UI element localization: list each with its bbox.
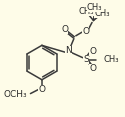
- Text: O: O: [89, 47, 96, 56]
- Text: CH₃: CH₃: [94, 9, 110, 18]
- Text: O: O: [82, 27, 89, 36]
- Text: N: N: [65, 46, 72, 55]
- Text: O: O: [38, 85, 45, 94]
- Text: OCH₃: OCH₃: [4, 90, 28, 99]
- Text: O: O: [89, 64, 96, 73]
- Text: CH₃: CH₃: [78, 7, 94, 16]
- Text: S: S: [83, 55, 89, 64]
- Text: CH₃: CH₃: [103, 55, 118, 64]
- Text: CH₃: CH₃: [87, 3, 102, 12]
- Text: O: O: [61, 25, 68, 34]
